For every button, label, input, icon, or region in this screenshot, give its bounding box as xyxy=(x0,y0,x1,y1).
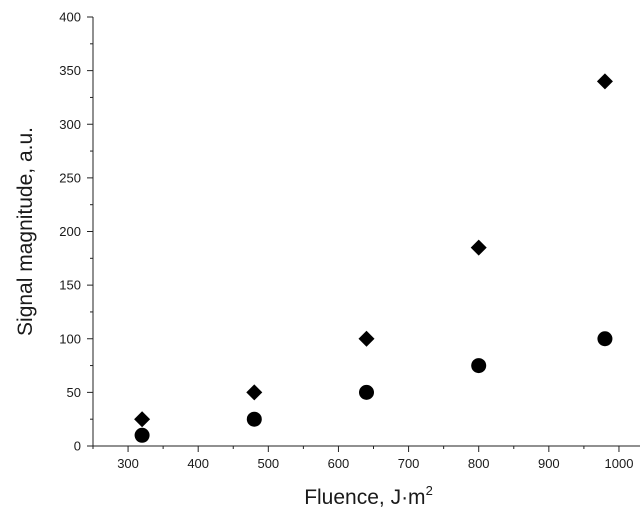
y-tick-label: 350 xyxy=(59,63,81,78)
circle-point xyxy=(597,331,613,347)
diamond-point xyxy=(470,239,487,256)
diamond-point xyxy=(134,411,151,428)
diamond-point xyxy=(596,73,613,90)
circle-point xyxy=(471,358,487,374)
x-tick-label: 600 xyxy=(328,456,350,471)
y-tick-label: 150 xyxy=(59,278,81,293)
circle-point xyxy=(359,384,374,400)
data-marks xyxy=(134,73,613,443)
x-axis-title-superscript: 2 xyxy=(426,483,433,498)
x-axis-title: Fluence, J·m2 xyxy=(304,483,433,509)
circle-point xyxy=(246,411,262,427)
y-tick-label: 250 xyxy=(59,170,81,185)
y-axis-title: Signal magnitude, a.u. xyxy=(14,127,37,336)
diamond-point xyxy=(246,384,263,401)
y-tick-label: 100 xyxy=(59,331,81,346)
axes xyxy=(92,17,640,447)
x-tick-label: 900 xyxy=(538,456,560,471)
x-tick-label: 300 xyxy=(117,456,139,471)
x-tick-label: 400 xyxy=(187,456,209,471)
y-tick-label: 50 xyxy=(67,385,81,400)
ticks-group: 300 400 500 600 700 800 900 1000 0 50 100 150 200 250… xyxy=(59,10,633,472)
y-tick-label: 300 xyxy=(59,117,81,132)
x-tick-label: 700 xyxy=(398,456,420,471)
x-axis-title-text: Fluence, J·m xyxy=(304,486,425,509)
y-tick-label: 200 xyxy=(59,224,81,239)
y-tick-label: 400 xyxy=(59,10,81,25)
y-tick-label: 0 xyxy=(74,439,81,454)
circle-point xyxy=(134,427,150,443)
diamond-point xyxy=(358,330,375,347)
x-tick-label: 1000 xyxy=(605,456,634,471)
x-tick-label: 500 xyxy=(257,456,279,471)
x-tick-label: 800 xyxy=(468,456,490,471)
